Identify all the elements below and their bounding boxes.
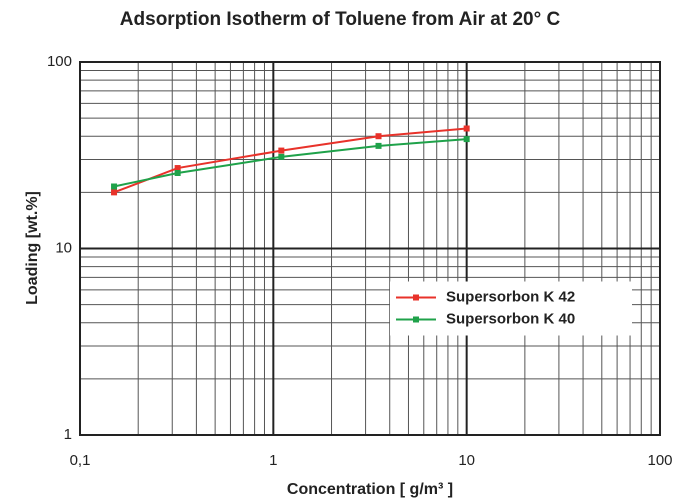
legend-box: [390, 281, 632, 336]
y-tick-label: 10: [55, 239, 72, 256]
x-tick-label: 10: [458, 452, 475, 469]
chart-title: Adsorption Isotherm of Toluene from Air …: [120, 9, 561, 30]
plot-frame: [79, 61, 661, 436]
point: [463, 136, 470, 143]
point: [174, 169, 181, 176]
y-tick-label: 100: [47, 53, 72, 70]
point: [174, 165, 181, 172]
x-tick-label: 1: [269, 452, 277, 469]
y-axis-label: Loading [wt.%]: [24, 191, 41, 305]
point: [278, 153, 285, 160]
point: [375, 133, 382, 140]
point: [375, 142, 382, 149]
legend-label: Supersorbon K 42: [446, 288, 575, 305]
legend-marker: [413, 294, 419, 301]
legend-marker: [413, 316, 419, 323]
x-tick-label: 100: [647, 452, 672, 469]
point: [111, 189, 118, 196]
x-axis-label: Concentration [ g/m³ ]: [287, 481, 453, 498]
y-tick-label: 1: [64, 426, 72, 443]
legend-label: Supersorbon K 40: [446, 310, 575, 327]
point: [111, 183, 118, 190]
x-tick-label: 0,1: [70, 452, 91, 469]
point: [463, 125, 470, 132]
point: [278, 147, 285, 154]
